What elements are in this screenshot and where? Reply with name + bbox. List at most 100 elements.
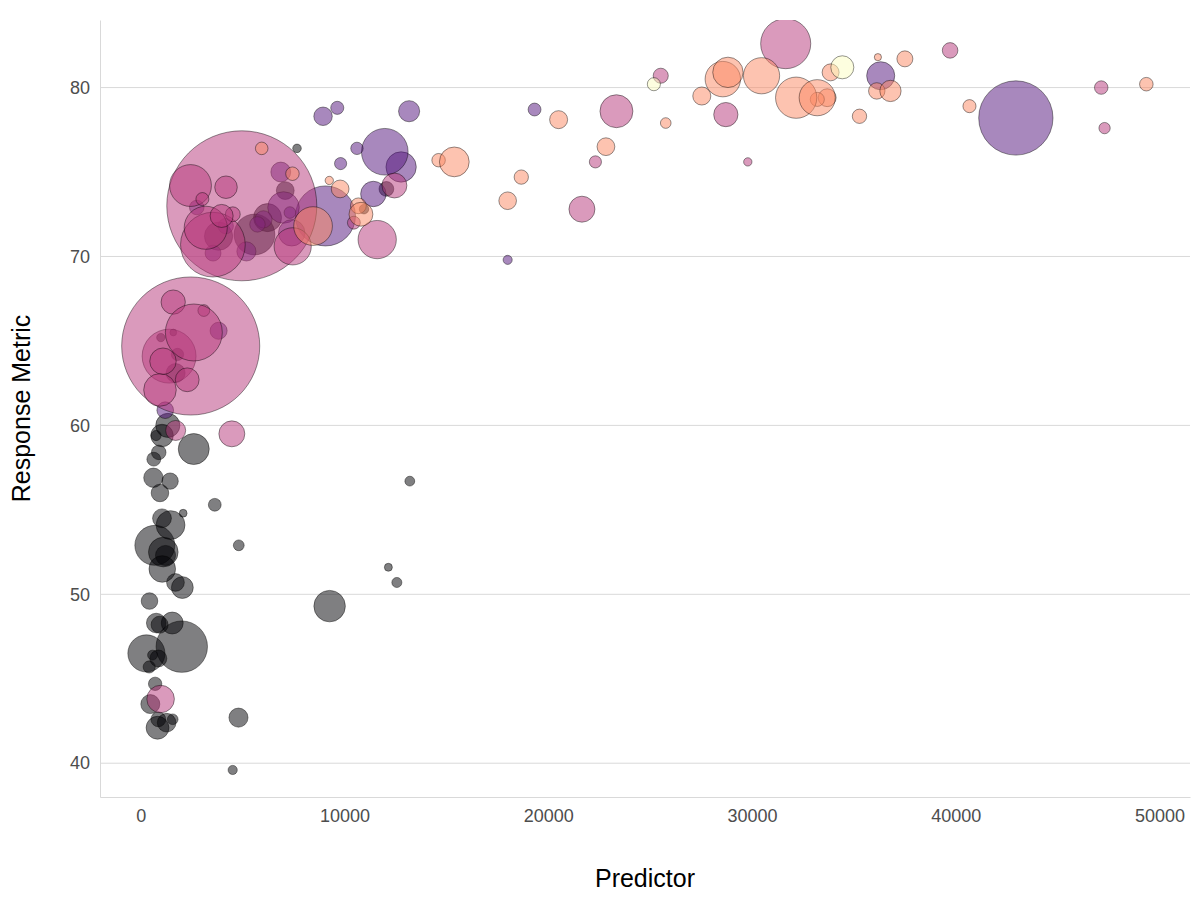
bubble (979, 81, 1053, 155)
bubble (405, 476, 415, 486)
bubble (660, 118, 671, 129)
x-tick: 0 (136, 797, 146, 826)
bubble (349, 202, 373, 226)
x-axis-title: Predictor (595, 864, 695, 892)
bubble (331, 101, 344, 114)
y-tick: 80 (70, 78, 100, 98)
bubble (528, 103, 541, 116)
bubble (399, 101, 420, 122)
bubble (150, 348, 176, 374)
bubble (151, 616, 168, 633)
bubble (1094, 81, 1108, 95)
x-tick-label: 20000 (524, 806, 574, 826)
series (255, 51, 1153, 246)
x-tick: 50000 (1135, 797, 1185, 826)
bubble (196, 193, 209, 206)
series (647, 56, 854, 91)
grid (100, 88, 1190, 764)
bubble (597, 138, 615, 156)
bubble (647, 78, 660, 91)
bubble (589, 156, 601, 168)
bubble (150, 650, 167, 667)
bubble (569, 196, 595, 222)
x-tick-label: 40000 (931, 806, 981, 826)
plot-area (122, 20, 1153, 775)
bubble (165, 304, 222, 361)
bubble (331, 180, 349, 198)
chart: 0 10000 20000 30000 40000 50000 40 50 60 70 80 Pred… (0, 0, 1200, 900)
bubble (233, 540, 244, 551)
bubble (149, 556, 176, 583)
bubble (122, 277, 260, 415)
bubble (351, 142, 363, 154)
y-tick-label: 70 (70, 247, 90, 267)
y-tick: 50 (70, 585, 100, 605)
bubble (874, 54, 881, 61)
bubble (392, 577, 402, 587)
y-axis: 40 50 60 70 80 (70, 21, 101, 798)
bubble (293, 144, 302, 153)
x-axis-line (101, 797, 1191, 798)
bubble (384, 563, 392, 571)
bubble (439, 147, 469, 177)
bubble (382, 173, 407, 198)
bubble (743, 58, 779, 94)
bubble (714, 102, 738, 126)
bubble (144, 374, 177, 407)
bubble (219, 421, 245, 447)
y-tick: 60 (70, 416, 100, 436)
bubble (361, 128, 408, 175)
bubble (141, 593, 158, 610)
bubble (713, 57, 743, 87)
x-tick-label: 30000 (727, 806, 777, 826)
bubble (170, 165, 212, 207)
bubble (550, 111, 568, 129)
bubble (852, 109, 866, 123)
grid-line (100, 763, 1190, 764)
bubble (693, 87, 711, 105)
x-tick: 30000 (727, 797, 777, 826)
bubble (151, 445, 166, 460)
bubble (167, 131, 317, 281)
bubble (942, 43, 958, 59)
x-axis: 0 10000 20000 30000 40000 50000 (101, 797, 1191, 826)
x-tick-label: 50000 (1135, 806, 1185, 826)
series (122, 20, 1111, 713)
bubble (744, 158, 752, 166)
grid-line (100, 594, 1190, 595)
bubble (1099, 122, 1110, 133)
series (157, 62, 1053, 419)
bubble (178, 434, 209, 465)
bubble (153, 509, 172, 528)
bubble (166, 420, 186, 440)
x-tick: 40000 (931, 797, 981, 826)
grid-line (100, 425, 1190, 426)
y-tick-label: 40 (70, 753, 90, 773)
bubble (157, 713, 176, 732)
y-tick: 40 (70, 753, 100, 773)
bubble (286, 167, 300, 181)
x-tick: 20000 (524, 797, 574, 826)
bubble (325, 176, 333, 184)
y-tick-label: 80 (70, 78, 90, 98)
bubble (229, 708, 248, 727)
bubble (335, 158, 347, 170)
bubble (963, 100, 976, 113)
bubble (255, 142, 268, 155)
bubble (147, 685, 175, 713)
bubble (799, 80, 835, 116)
bubble (897, 51, 913, 67)
bubble (1140, 77, 1154, 91)
bubble (880, 80, 901, 101)
x-tick-label: 0 (136, 806, 146, 826)
bubble (210, 204, 233, 227)
bubble (831, 56, 854, 79)
bubble (358, 220, 396, 258)
bubble (314, 590, 345, 621)
bubble (503, 255, 512, 264)
bubble (144, 468, 163, 487)
bubble (499, 192, 517, 210)
y-tick-label: 50 (70, 585, 90, 605)
x-tick-label: 10000 (320, 806, 370, 826)
y-tick-label: 60 (70, 416, 90, 436)
